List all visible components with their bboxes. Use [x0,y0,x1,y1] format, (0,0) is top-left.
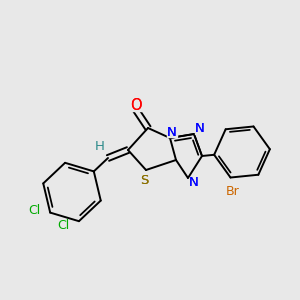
Bar [140,175,148,185]
Text: N: N [167,125,177,139]
Text: H: H [95,140,105,152]
Text: N: N [195,122,205,136]
Text: S: S [140,173,148,187]
Text: N: N [189,176,199,190]
Text: S: S [140,173,148,187]
Text: N: N [195,122,205,136]
Text: O: O [130,98,142,112]
Bar [167,127,177,137]
Text: N: N [189,176,199,190]
Bar [189,178,199,188]
Text: Cl: Cl [57,219,69,232]
Text: Cl: Cl [28,204,40,217]
Bar [195,124,205,134]
Text: Br: Br [226,185,239,198]
Bar [130,99,142,111]
Text: O: O [130,98,142,112]
Text: N: N [167,125,177,139]
